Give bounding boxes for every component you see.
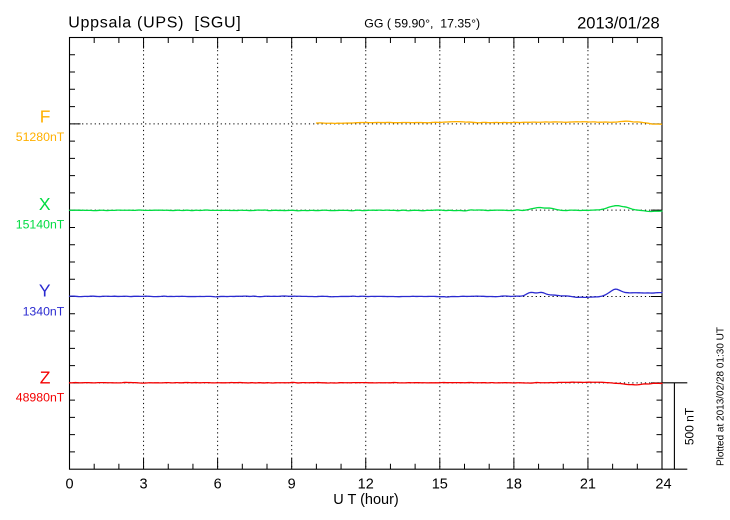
svg-text:1340nT: 1340nT (23, 304, 65, 318)
svg-text:15: 15 (432, 477, 448, 493)
svg-text:2013/01/28: 2013/01/28 (577, 15, 660, 33)
svg-text:X: X (39, 194, 51, 214)
svg-text:Uppsala (UPS) [SGU]: Uppsala (UPS) [SGU] (68, 15, 241, 32)
svg-text:21: 21 (580, 477, 596, 493)
svg-text:6: 6 (214, 477, 222, 493)
svg-text:3: 3 (140, 477, 148, 493)
svg-text:18: 18 (506, 477, 522, 493)
svg-text:Y: Y (39, 281, 51, 301)
svg-text:15140nT: 15140nT (16, 218, 65, 232)
svg-text:F: F (40, 107, 51, 127)
svg-text:U T (hour): U T (hour) (333, 492, 399, 508)
svg-text:24: 24 (655, 477, 671, 493)
svg-text:12: 12 (358, 477, 374, 493)
svg-text:48980nT: 48980nT (16, 391, 65, 405)
svg-text:500 nT: 500 nT (682, 407, 696, 445)
svg-text:0: 0 (65, 477, 73, 493)
svg-text:51280nT: 51280nT (16, 130, 65, 144)
svg-text:GG ( 59.90°, 17.35°): GG ( 59.90°, 17.35°) (364, 17, 480, 31)
svg-text:9: 9 (288, 477, 296, 493)
svg-text:Z: Z (40, 368, 51, 388)
svg-text:Plotted at 2013/02/28 01:30 UT: Plotted at 2013/02/28 01:30 UT (716, 327, 727, 466)
